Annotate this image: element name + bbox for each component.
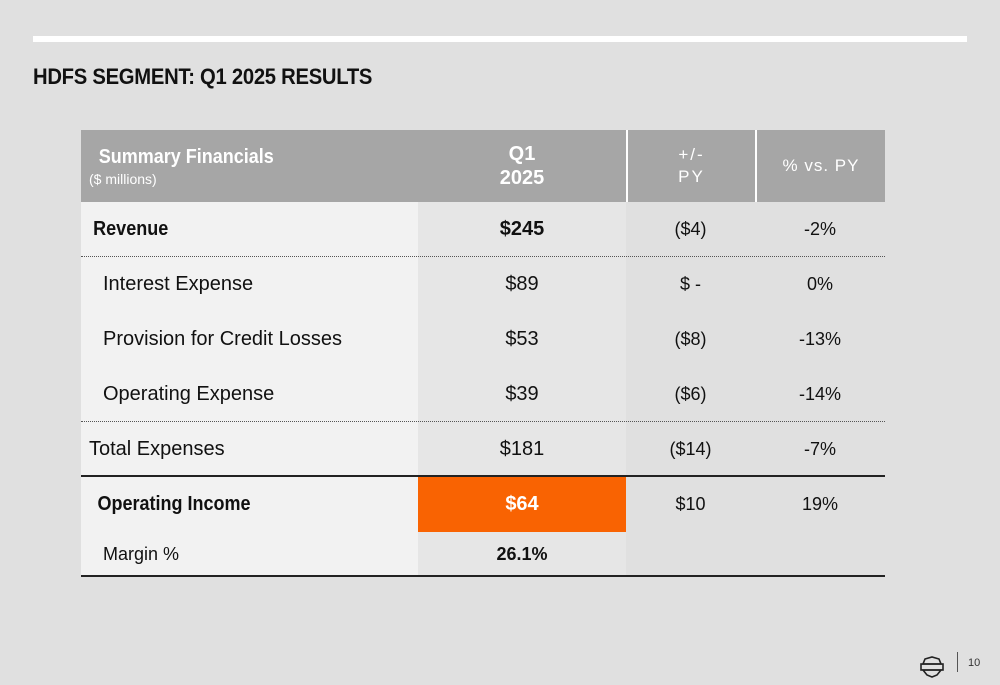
row-pct-value: -13% [798, 329, 842, 349]
row-change-value: ($14) [669, 439, 712, 459]
row-q1-value: 26.1% [496, 544, 548, 564]
row-change-value: ($4) [674, 219, 707, 239]
header-q1-line1: Q1 [508, 143, 536, 165]
row-label: Operating Income [97, 493, 251, 515]
row-q1-value: $181 [499, 438, 545, 460]
table-row-interest-expense: Interest Expense $89 $ - 0% [81, 257, 885, 312]
page-number: 10 [968, 657, 981, 669]
header-q1-cell: Q1 2025 [418, 130, 626, 202]
table-row-total-expenses: Total Expenses $181 ($14) -7% [81, 422, 885, 477]
row-pct-value: -7% [803, 439, 836, 459]
footer-divider [957, 652, 958, 672]
header-change-line2: PY [678, 167, 705, 186]
row-label: Total Expenses [89, 438, 225, 460]
row-pct-value: 19% [801, 494, 839, 514]
row-label: Interest Expense [103, 273, 254, 295]
top-accent-bar [33, 36, 967, 42]
table-header-row: Summary Financials ($ millions) Q1 2025 … [81, 130, 885, 202]
row-q1-value: $39 [505, 383, 539, 405]
row-label: Provision for Credit Losses [103, 328, 342, 350]
table-row-operating-expense: Operating Expense $39 ($6) -14% [81, 367, 885, 422]
row-pct-value: -2% [803, 219, 836, 239]
table-row-margin: Margin % 26.1% [81, 532, 885, 577]
operating-income-highlight: $64 [418, 477, 626, 532]
header-pct-cell: % vs. PY [755, 130, 885, 202]
row-change-value: ($6) [674, 384, 707, 404]
header-summary-cell: Summary Financials ($ millions) [81, 130, 418, 202]
header-subtitle: ($ millions) [89, 170, 157, 187]
row-label: Revenue [93, 218, 169, 240]
row-q1-value: $89 [505, 273, 539, 295]
header-q1-line2: 2025 [499, 167, 545, 189]
row-pct-value: 0% [806, 274, 833, 294]
row-pct-value: -14% [798, 384, 842, 404]
summary-financials-table: Summary Financials ($ millions) Q1 2025 … [81, 130, 885, 577]
slide-title: HDFS SEGMENT: Q1 2025 RESULTS [33, 64, 373, 89]
row-change-value: $ - [679, 274, 701, 294]
row-q1-value: $53 [505, 328, 539, 350]
header-change-cell: +/- PY [626, 130, 755, 202]
bar-and-shield-logo-icon [920, 656, 944, 678]
row-label: Operating Expense [103, 383, 275, 405]
table-row-operating-income: Operating Income $64 $10 19% [81, 477, 885, 532]
row-change-value: ($8) [674, 329, 707, 349]
header-pct-label: % vs. PY [782, 156, 860, 175]
row-q1-value: $64 [505, 493, 539, 515]
header-title: Summary Financials [98, 145, 274, 168]
header-change-line1: +/- [678, 145, 705, 164]
table-row-revenue: Revenue $245 ($4) -2% [81, 202, 885, 257]
row-q1-value: $245 [499, 218, 545, 240]
table-row-provision-credit-losses: Provision for Credit Losses $53 ($8) -13… [81, 312, 885, 367]
row-label: Margin % [103, 544, 180, 564]
row-change-value: $10 [675, 494, 706, 514]
